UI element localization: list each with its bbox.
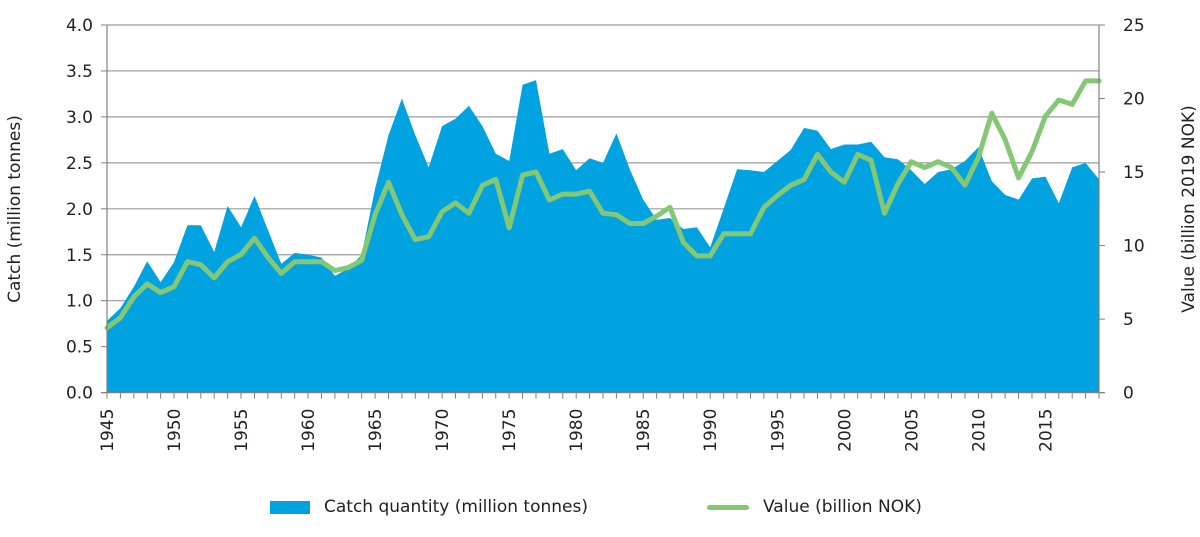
x-tick-label: 2000 [835, 409, 855, 452]
x-tick-label: 1970 [433, 409, 453, 452]
x-tick-label: 1955 [232, 409, 252, 452]
legend-item-catch: Catch quantity (million tonnes) [270, 497, 588, 517]
x-tick-label: 2005 [902, 409, 922, 452]
y-tick-label: 2.5 [66, 154, 93, 174]
y-right-tick-label: 15 [1123, 163, 1145, 183]
x-tick-label: 1945 [98, 409, 118, 452]
x-tick-label: 1980 [567, 409, 587, 452]
y-tick-label: 3.5 [66, 62, 93, 82]
y-tick-label: 1.0 [66, 292, 93, 312]
left-y-axis-ticks: 0.0 0.5 1.0 1.5 2.0 2.5 3.0 3.5 4.0 [66, 16, 107, 404]
x-axis-ticks: 1945 1950 1955 1960 1965 1970 1975 1980 1985 1990… [98, 392, 1100, 452]
x-tick-label: 1995 [768, 409, 788, 452]
value-line-series [104, 78, 1102, 331]
y-tick-label: 4.0 [66, 16, 93, 36]
legend-item-value: Value (billion NOK) [707, 497, 922, 517]
x-tick-label: 1950 [165, 409, 185, 452]
y-right-tick-label: 5 [1123, 310, 1134, 330]
y-tick-label: 0.5 [66, 338, 93, 358]
right-y-axis-title: Value (billion 2019 NOK) [1179, 105, 1199, 313]
x-tick-label: 1985 [634, 409, 654, 452]
catch-area-series [107, 80, 1099, 393]
left-y-axis-title: Catch (million tonnes) [5, 115, 25, 303]
x-tick-label: 1965 [366, 409, 386, 452]
y-tick-label: 3.0 [66, 108, 93, 128]
right-y-axis-ticks: 0 5 10 15 20 25 [1099, 16, 1145, 404]
legend-label-catch: Catch quantity (million tonnes) [324, 497, 588, 517]
x-tick-label: 1975 [500, 409, 520, 452]
y-right-tick-label: 20 [1123, 90, 1145, 110]
y-tick-label: 2.0 [66, 200, 93, 220]
legend-swatch-area [270, 500, 310, 514]
y-right-tick-label: 25 [1123, 16, 1145, 36]
y-tick-label: 0.0 [66, 384, 93, 404]
legend-label-value: Value (billion NOK) [763, 497, 922, 517]
x-tick-label: 1990 [701, 409, 721, 452]
legend-swatch-line [707, 504, 749, 510]
x-tick-label: 1960 [299, 409, 319, 452]
y-right-tick-label: 0 [1123, 384, 1134, 404]
y-right-tick-label: 10 [1123, 237, 1145, 257]
catch-area [107, 80, 1099, 393]
x-tick-label: 2010 [969, 409, 989, 452]
legend: Catch quantity (million tonnes) Value (b… [0, 497, 1200, 527]
x-tick-label: 2015 [1036, 409, 1056, 452]
y-tick-label: 1.5 [66, 246, 93, 266]
